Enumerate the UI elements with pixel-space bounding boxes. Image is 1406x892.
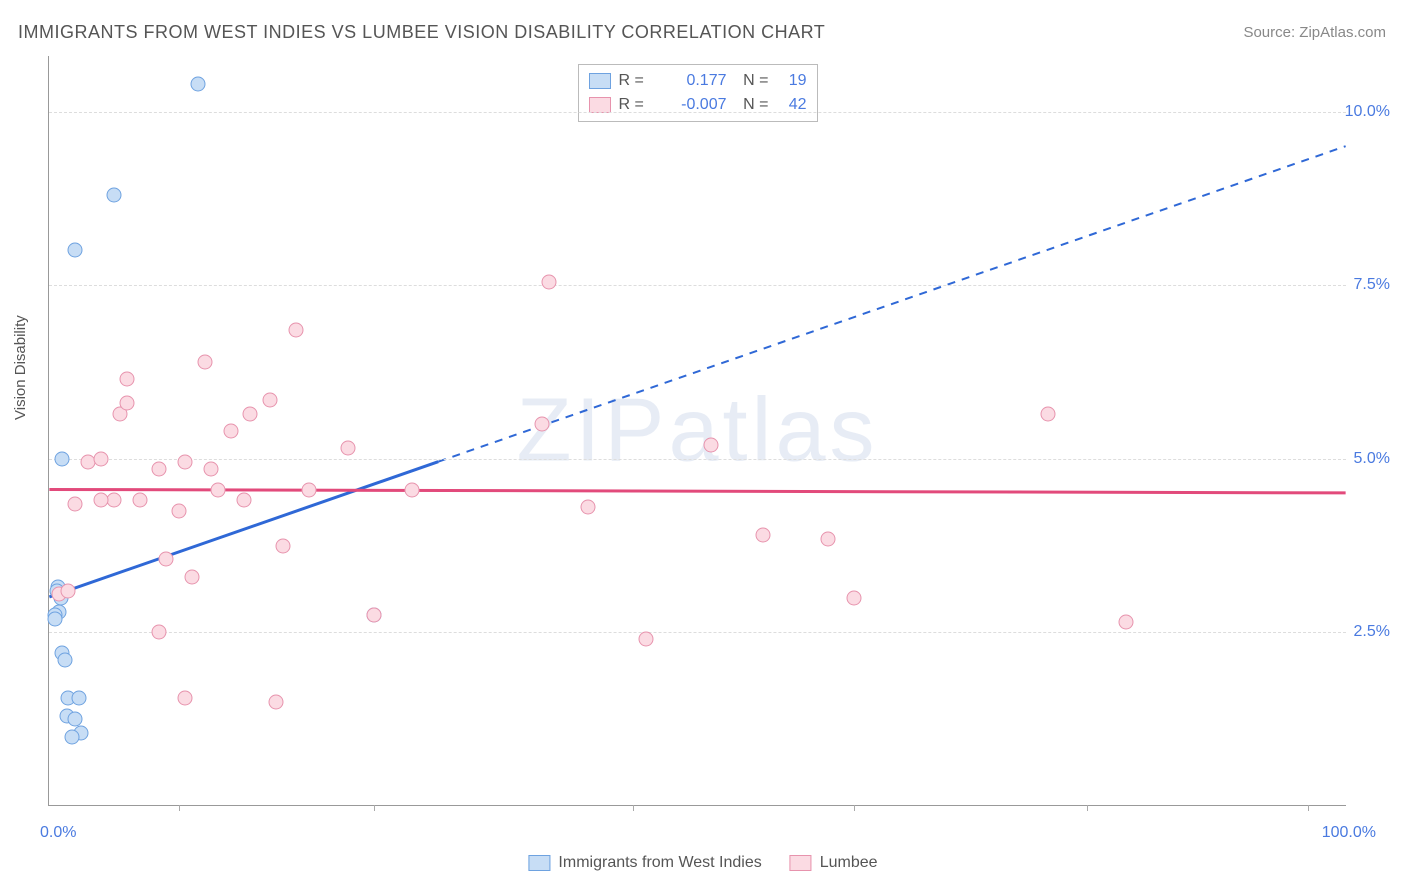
chart-title: IMMIGRANTS FROM WEST INDIES VS LUMBEE VI… [18, 22, 825, 43]
legend-item: Immigrants from West Indies [528, 854, 761, 872]
data-point [243, 406, 258, 421]
data-point [210, 483, 225, 498]
y-axis-label: Vision Disability [12, 315, 29, 420]
data-point [65, 729, 80, 744]
gridline-h [49, 459, 1346, 460]
data-point [541, 274, 556, 289]
x-tick [1308, 805, 1309, 811]
data-point [158, 552, 173, 567]
legend-swatch [589, 73, 611, 89]
data-point [184, 569, 199, 584]
data-point [119, 396, 134, 411]
data-point [1119, 614, 1134, 629]
data-point [191, 76, 206, 91]
data-point [67, 243, 82, 258]
data-point [755, 528, 770, 543]
legend-swatch [790, 855, 812, 871]
data-point [236, 493, 251, 508]
gridline-h [49, 632, 1346, 633]
data-point [132, 493, 147, 508]
x-axis-right-label: 100.0% [1322, 824, 1376, 842]
data-point [269, 694, 284, 709]
y-tick-label: 2.5% [1354, 623, 1390, 641]
gridline-h [49, 285, 1346, 286]
x-tick [374, 805, 375, 811]
data-point [67, 712, 82, 727]
legend-stats-row: R =-0.007N =42 [589, 93, 807, 117]
data-point [405, 483, 420, 498]
source-label: Source: ZipAtlas.com [1243, 24, 1386, 41]
legend-swatch [528, 855, 550, 871]
x-tick [854, 805, 855, 811]
data-point [223, 424, 238, 439]
x-tick [633, 805, 634, 811]
legend-stats-row: R = 0.177 N = 19 [589, 69, 807, 93]
legend-series-name: Immigrants from West Indies [558, 854, 761, 872]
trend-line-solid [49, 462, 438, 597]
y-tick-label: 7.5% [1354, 276, 1390, 294]
data-point [152, 625, 167, 640]
legend-series-name: Lumbee [820, 854, 878, 872]
trend-lines-svg [49, 56, 1346, 805]
data-point [204, 462, 219, 477]
data-point [106, 493, 121, 508]
data-point [119, 371, 134, 386]
data-point [846, 590, 861, 605]
data-point [820, 531, 835, 546]
data-point [152, 462, 167, 477]
data-point [93, 451, 108, 466]
correlation-chart: IMMIGRANTS FROM WEST INDIES VS LUMBEE VI… [0, 0, 1406, 892]
data-point [106, 187, 121, 202]
gridline-h [49, 112, 1346, 113]
data-point [48, 611, 63, 626]
data-point [301, 483, 316, 498]
y-tick-label: 5.0% [1354, 450, 1390, 468]
data-point [61, 583, 76, 598]
data-point [1041, 406, 1056, 421]
data-point [93, 493, 108, 508]
data-point [262, 392, 277, 407]
data-point [535, 417, 550, 432]
legend-r-label: R = [619, 72, 655, 90]
legend-item: Lumbee [790, 854, 878, 872]
legend-stats: R = 0.177 N = 19 R =-0.007N =42 [578, 64, 818, 122]
data-point [67, 496, 82, 511]
data-point [703, 437, 718, 452]
x-tick [1087, 805, 1088, 811]
data-point [366, 608, 381, 623]
legend-n-label: N = [735, 72, 769, 90]
plot-area: ZIPatlas R =0.177N =19R =-0.007N =42 [48, 56, 1346, 806]
data-point [580, 500, 595, 515]
data-point [275, 538, 290, 553]
data-point [178, 455, 193, 470]
data-point [639, 632, 654, 647]
data-point [54, 451, 69, 466]
legend-n-value: 19 [777, 72, 807, 90]
trend-line-dashed [438, 146, 1345, 462]
x-tick [179, 805, 180, 811]
data-point [71, 691, 86, 706]
data-point [171, 503, 186, 518]
x-axis-left-label: 0.0% [40, 824, 76, 842]
data-point [340, 441, 355, 456]
data-point [57, 653, 72, 668]
data-point [288, 323, 303, 338]
legend-r-value: 0.177 [663, 72, 727, 90]
y-tick-label: 10.0% [1345, 103, 1390, 121]
data-point [197, 354, 212, 369]
legend-bottom: Immigrants from West Indies Lumbee [528, 854, 877, 872]
data-point [178, 691, 193, 706]
